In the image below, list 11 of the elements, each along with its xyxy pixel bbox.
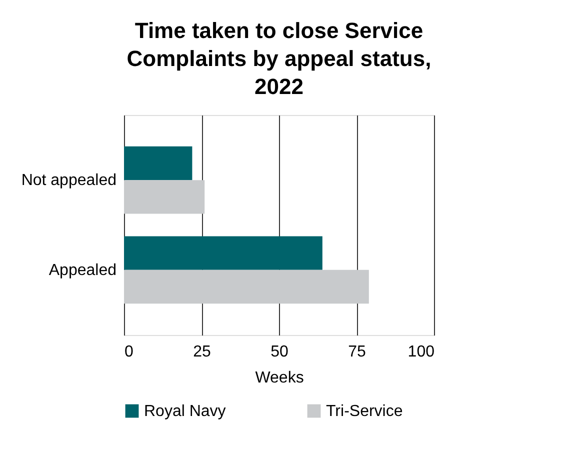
legend-label: Royal Navy (144, 403, 226, 420)
x-tick-label: 0 (124, 344, 134, 360)
x-tick-label: 75 (348, 344, 366, 360)
chart-title: Time taken to close Service Complaints by appeal status, 2022 (126, 18, 432, 99)
y-tick-label: Not appealed (21, 172, 116, 190)
y-tick-label: Appealed (48, 262, 116, 279)
x-axis-title: Weeks (255, 370, 304, 386)
x-tick-label: 25 (193, 344, 211, 360)
x-tick-label: 100 (408, 344, 435, 360)
x-tick-label: 50 (270, 344, 288, 360)
legend-label: Tri-Service (326, 403, 403, 420)
